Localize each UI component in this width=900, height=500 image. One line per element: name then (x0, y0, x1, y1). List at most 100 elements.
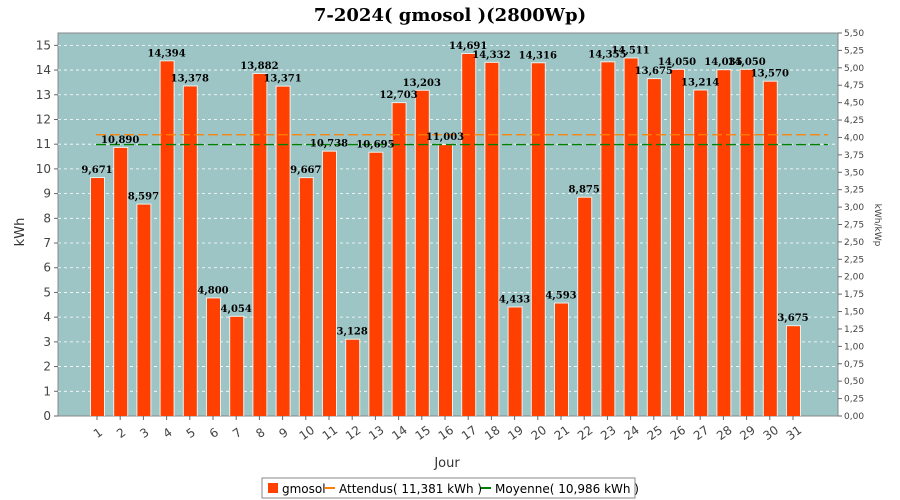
data-label: 14,050 (658, 57, 696, 68)
data-label: 3,675 (777, 313, 808, 324)
y-tick-label: 4 (43, 310, 51, 324)
data-label: 14,316 (519, 50, 557, 61)
bar (346, 339, 360, 416)
x-tick-label: 3 (137, 425, 151, 441)
bar (369, 152, 383, 417)
bar (462, 53, 476, 417)
data-label: 9,671 (81, 165, 112, 176)
y2-tick-label: 0,50 (844, 377, 864, 387)
data-label: 13,378 (171, 73, 209, 84)
bar (485, 62, 499, 417)
legend: gmosol Attendus( 11,381 kWh ) Moyenne( 10,… (261, 477, 639, 499)
data-label: 13,570 (751, 69, 789, 80)
legend-label-average: Moyenne( 10,986 kWh ) (495, 482, 639, 496)
y2-tick-label: 0,25 (844, 395, 864, 405)
y2-tick-label: 2,00 (844, 273, 864, 283)
bar (647, 79, 661, 417)
data-label: 11,003 (426, 132, 464, 143)
data-label: 4,433 (499, 294, 530, 305)
bar (91, 178, 104, 416)
bar (276, 86, 290, 416)
data-label: 13,882 (240, 61, 278, 72)
y2-tick-label: 5,50 (844, 29, 864, 39)
data-label: 12,703 (379, 90, 417, 101)
y2-tick-label: 5,25 (844, 46, 864, 56)
bar (160, 61, 174, 416)
data-label: 9,667 (290, 165, 321, 176)
x-tick-label: 14 (389, 423, 410, 443)
y2-tick-label: 1,50 (844, 308, 864, 318)
y2-tick-label: 3,50 (844, 168, 864, 178)
x-tick-label: 4 (160, 425, 174, 441)
data-label: 10,890 (101, 135, 139, 146)
data-label: 14,050 (727, 57, 765, 68)
y-tick-label: 14 (36, 63, 51, 77)
bar (299, 178, 313, 416)
x-tick-label: 23 (598, 423, 619, 443)
bar (717, 70, 731, 416)
data-label: 4,054 (221, 304, 252, 315)
x-tick-label: 21 (552, 423, 573, 443)
x-tick-label: 12 (343, 423, 364, 443)
y2-tick-label: 3,25 (844, 186, 864, 196)
data-label: 8,597 (128, 192, 159, 203)
x-tick-label: 7 (230, 425, 244, 441)
bar (671, 69, 684, 416)
y-axis-right: 0,00 0,25 0,50 0,75 1,00 1,25 1,50 1,75 2,00 2,25… (838, 29, 864, 422)
data-label: 14,035 (704, 57, 742, 68)
bar (183, 86, 197, 417)
x-tick-label: 26 (668, 423, 689, 443)
x-axis-label: Jour (433, 456, 460, 471)
y2-tick-label: 3,75 (844, 151, 864, 161)
data-label: 8,875 (569, 185, 600, 196)
y2-tick-label: 2,75 (844, 221, 864, 231)
x-tick-label: 19 (505, 423, 526, 443)
bar (508, 307, 522, 416)
y-tick-label: 6 (43, 261, 51, 275)
x-axis: 1 2 3 4 5 6 7 8 9 10 11 12 13 14 15 16 17 18 19 20 21 22 23 24 2… (91, 416, 804, 443)
x-tick-label: 29 (737, 423, 758, 443)
x-tick-label: 13 (366, 423, 387, 443)
x-tick-label: 11 (320, 423, 341, 443)
x-tick-label: 28 (714, 423, 735, 443)
bar (207, 298, 220, 416)
x-tick-label: 18 (482, 423, 503, 443)
bar (601, 62, 615, 417)
y-axis-label: kWh (13, 218, 28, 247)
data-label: 10,738 (310, 139, 348, 150)
x-tick-label: 27 (691, 423, 712, 443)
y2-tick-label: 4,25 (844, 116, 864, 126)
data-label: 13,203 (403, 78, 441, 89)
x-tick-label: 5 (184, 425, 198, 441)
data-labels: 9,671 10,890 8,597 14,394 13,378 4,800 4,054 13… (81, 41, 808, 338)
y-tick-label: 3 (43, 335, 51, 349)
x-tick-label: 9 (276, 425, 290, 441)
x-tick-label: 2 (114, 425, 128, 441)
data-label: 13,371 (263, 74, 301, 85)
x-tick-label: 16 (436, 423, 457, 443)
x-tick-label: 6 (207, 425, 221, 441)
x-tick-label: 17 (459, 423, 480, 443)
y2-tick-label: 4,50 (844, 99, 864, 109)
legend-label-expected: Attendus( 11,381 kWh ) (339, 482, 482, 496)
bar (230, 316, 244, 416)
y-tick-label: 12 (36, 112, 51, 126)
y-tick-label: 2 (43, 360, 51, 374)
x-tick-label: 31 (784, 423, 805, 443)
legend-box (261, 477, 636, 499)
bar (740, 69, 754, 416)
data-label: 13,675 (635, 66, 673, 77)
bar (253, 73, 267, 416)
y2-tick-label: 2,50 (844, 238, 864, 248)
bar (531, 63, 545, 416)
y-tick-label: 8 (43, 211, 51, 225)
y2-tick-label: 5,00 (844, 64, 864, 74)
y2-tick-label: 4,00 (844, 133, 864, 143)
bar (114, 147, 128, 416)
bar (137, 204, 151, 416)
data-label: 14,355 (588, 49, 626, 60)
x-tick-label: 15 (413, 423, 434, 443)
x-tick-label: 30 (761, 423, 782, 443)
data-label: 14,332 (472, 50, 510, 61)
